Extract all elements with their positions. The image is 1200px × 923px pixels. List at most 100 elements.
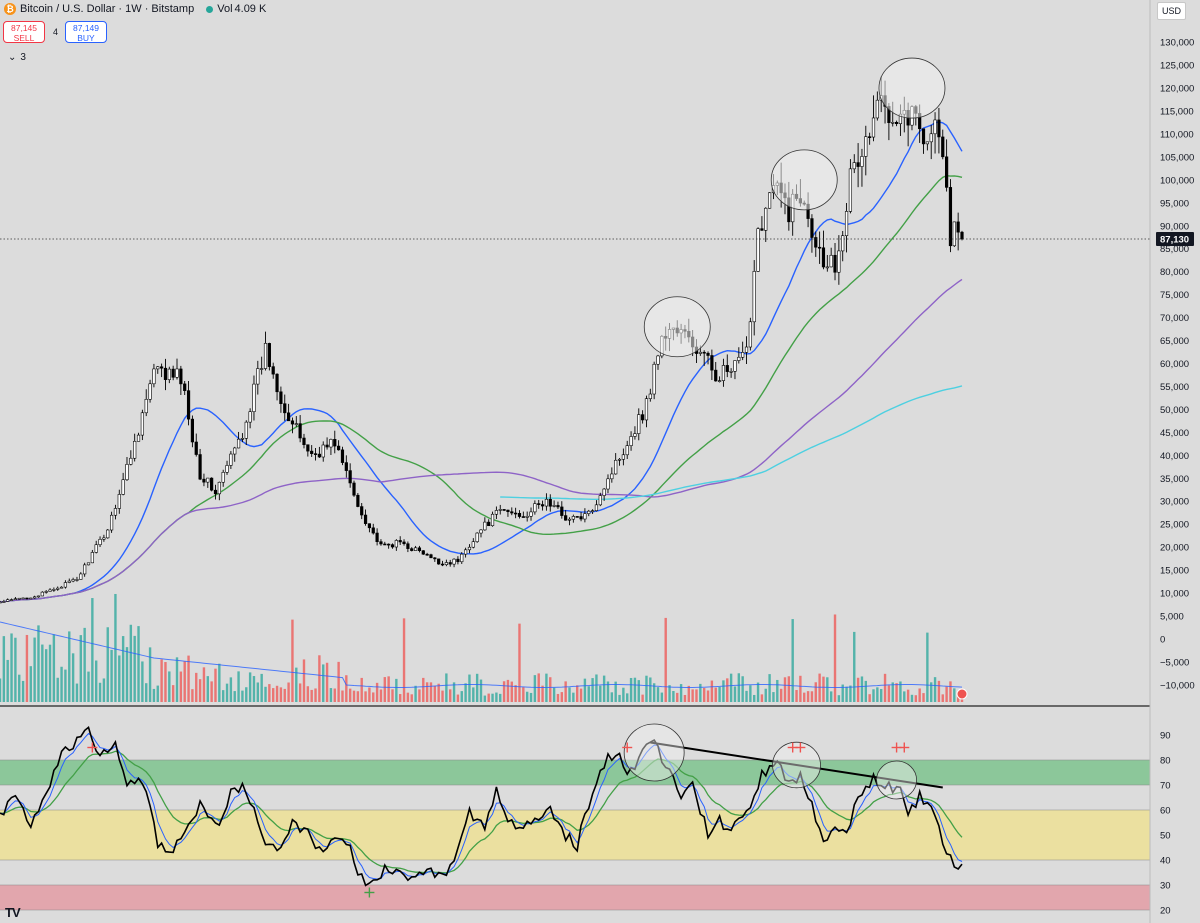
volume-bar (872, 689, 875, 702)
rsi-tick-label: 30 (1160, 881, 1171, 892)
volume-bar (791, 619, 794, 702)
volume-bar (198, 679, 202, 702)
candle-body (706, 352, 710, 356)
candle-body (67, 580, 71, 583)
price-tick-label: −5,000 (1160, 657, 1189, 668)
symbol-title[interactable]: Bitcoin / U.S. Dollar · 1W · Bitstamp (20, 3, 195, 15)
volume-bar (879, 689, 883, 702)
volume-bar (48, 644, 52, 702)
volume-bar (664, 617, 667, 702)
symbol-title-row[interactable]: ₿ Bitcoin / U.S. Dollar · 1W · Bitstamp … (4, 3, 266, 15)
volume-bar (549, 677, 552, 702)
candle-body (313, 453, 318, 455)
volume-bar (29, 666, 32, 702)
candle-body (741, 352, 745, 358)
volume-bar (422, 677, 425, 702)
volume-bar (487, 693, 490, 702)
candle-body (271, 366, 275, 375)
volume-bar (572, 692, 575, 702)
volume-bar (956, 695, 960, 702)
price-tick-label: 85,000 (1160, 244, 1189, 255)
volume-bar (87, 671, 90, 702)
volume-bar (491, 693, 494, 702)
volume-bar (668, 685, 671, 702)
volume-bar (579, 688, 583, 702)
candle-body (279, 391, 283, 405)
candle-body (283, 403, 287, 414)
volume-bar (930, 682, 933, 702)
indicators-toggle[interactable]: ⌄ 3 (8, 52, 26, 63)
volume-bar (268, 684, 271, 702)
volume-bar (529, 692, 533, 702)
candle-body (537, 503, 541, 505)
candle-body (198, 454, 202, 480)
candle-body (748, 321, 752, 348)
candle-body (317, 453, 321, 458)
candle-body (848, 168, 853, 212)
price-tick-label: 30,000 (1160, 497, 1189, 508)
volume-bar (849, 685, 852, 702)
candle-body (844, 211, 849, 237)
volume-bar (79, 635, 83, 702)
candle-body (614, 459, 618, 475)
volume-bar (449, 689, 452, 702)
price-tick-label: 80,000 (1160, 267, 1189, 278)
volume-bar (595, 674, 598, 702)
candle-body (360, 506, 364, 516)
volume-bar (914, 695, 918, 702)
volume-bar (903, 691, 906, 702)
candle-body (248, 411, 252, 423)
candle-body (644, 398, 649, 421)
volume-bar (756, 682, 760, 702)
volume-bar (114, 593, 117, 702)
candle-body (814, 237, 818, 248)
volume-bar (445, 673, 448, 702)
candle-body (556, 505, 560, 508)
market-status-icon (206, 5, 214, 13)
candle-body (756, 228, 760, 272)
candle-body (925, 141, 929, 145)
candle-body (36, 595, 41, 598)
candle-body (148, 383, 152, 400)
candle-body (186, 390, 191, 420)
sell-label: SELL (13, 33, 35, 43)
volume-bar (195, 672, 198, 702)
sell-button[interactable]: 87,145 SELL (3, 21, 45, 43)
volume-bar (433, 685, 437, 702)
candle-body (56, 587, 60, 590)
volume-bar (329, 688, 333, 702)
candle-body (190, 418, 195, 443)
buy-button[interactable]: 87,149 BUY (65, 21, 107, 43)
candle-body (167, 368, 171, 380)
candle-body (479, 529, 483, 534)
candle-body (344, 462, 348, 471)
candle-body (171, 368, 175, 378)
candle-body (71, 579, 75, 582)
price-tick-label: 45,000 (1160, 428, 1189, 439)
volume-bar (568, 687, 571, 702)
candle-body (290, 420, 295, 425)
volume-bar (148, 647, 152, 702)
currency-selector[interactable]: USD (1157, 2, 1186, 20)
price-tick-label: 50,000 (1160, 405, 1189, 416)
candle-body (837, 250, 841, 273)
price-axis: 130,000 125,000 120,000 115,000 110,000 105,0… (956, 0, 1195, 923)
candle-body (952, 221, 956, 247)
volume-bar (468, 674, 471, 702)
volume-bar (753, 694, 756, 702)
candle-body (533, 503, 537, 513)
volume-bar (418, 689, 421, 702)
volume-bar (514, 685, 517, 702)
candle-body (75, 579, 79, 581)
candle-body (471, 541, 475, 548)
rsi-line (0, 726, 963, 887)
volume-bar (691, 689, 694, 702)
volume-bar (352, 690, 356, 702)
volume-bar (475, 673, 479, 702)
volume-bar (218, 663, 221, 702)
candle-body (267, 343, 271, 367)
candle-body (94, 544, 98, 553)
candle-body (841, 235, 845, 252)
volume-bar (649, 677, 652, 702)
